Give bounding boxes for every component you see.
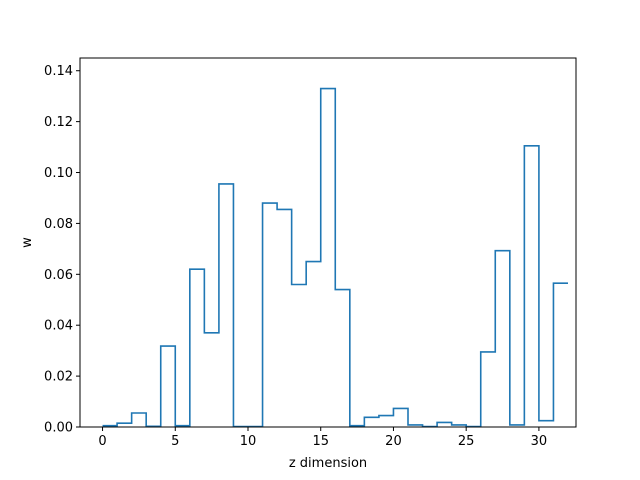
x-tick-label: 30 [531,434,548,449]
histogram-bin [379,416,394,427]
histogram-bin [364,417,379,427]
y-tick-label: 0.06 [44,268,73,283]
histogram-bin [161,346,176,427]
x-axis-label: z dimension [289,456,367,471]
x-tick-label: 25 [458,434,475,449]
x-tick-label: 0 [98,434,106,449]
histogram-bin [219,184,234,427]
histogram-bin [117,423,132,427]
x-axis: 0 5 10 15 20 25 30 [98,427,547,449]
histogram-bin [539,421,554,427]
histogram-bin [321,89,336,427]
y-tick-label: 0.08 [44,217,73,232]
y-tick-label: 0.12 [44,115,73,130]
x-tick-label: 20 [385,434,402,449]
plot-frame [79,57,577,428]
y-axis: 0.00 0.02 0.04 0.06 0.08 0.10 0.12 0.14 [44,64,80,436]
histogram-bin [524,146,539,427]
histogram-bin [553,283,568,427]
histogram-series-0 [102,87,568,428]
y-tick-label: 0.14 [44,64,73,79]
histogram-bin [277,209,292,427]
histogram-bin [335,290,350,427]
histogram-bin [263,203,278,427]
x-tick-label: 15 [312,434,329,449]
x-tick-label: 5 [171,434,179,449]
histogram-bin [292,284,307,427]
y-tick-label: 0.10 [44,166,73,181]
histogram-bin [132,413,147,427]
y-tick-label: 0.02 [44,370,73,385]
plot-area [102,87,568,428]
histogram-bin [190,269,205,427]
y-axis-label: w [20,237,35,248]
histogram-bin [495,251,510,427]
histogram-bin [481,352,496,427]
x-tick-label: 10 [240,434,257,449]
histogram-bin [437,422,452,427]
y-tick-label: 0.00 [44,421,73,436]
histogram-bin [393,408,408,427]
y-tick-label: 0.04 [44,319,73,334]
histogram-bin [306,262,321,427]
histogram-bin [204,333,219,427]
